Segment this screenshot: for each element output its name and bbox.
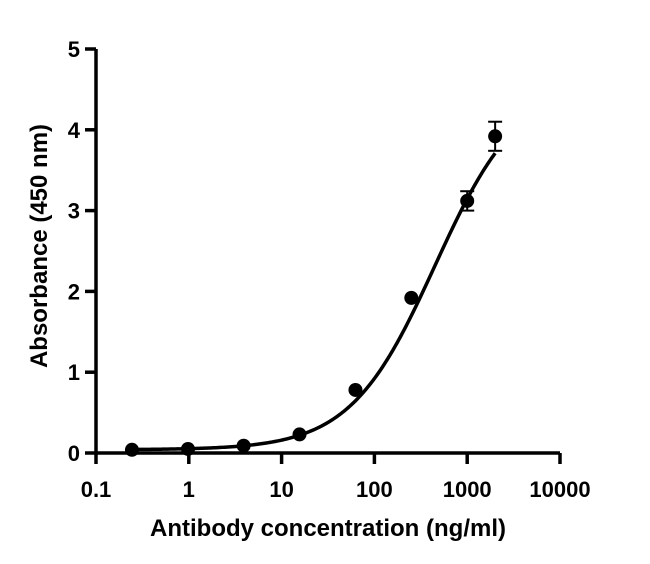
data-point: [292, 427, 307, 442]
y-tick-label: 1: [68, 360, 80, 385]
x-tick-label: 1: [183, 477, 195, 502]
y-tick-label: 4: [68, 118, 81, 143]
y-tick-label: 0: [68, 441, 80, 466]
x-tick-label: 10: [269, 477, 293, 502]
data-point: [460, 193, 475, 208]
x-tick-label: 0.1: [81, 477, 112, 502]
data-point: [236, 438, 251, 453]
y-tick-label: 5: [68, 37, 80, 62]
fit-curve-layer: [131, 152, 497, 452]
ticks: 0 1 2 3 4 5 0.1 1 10 100 1000 10000: [68, 37, 591, 502]
data-points-layer: [124, 129, 503, 457]
data-point: [348, 382, 363, 397]
y-tick-label: 3: [68, 199, 80, 224]
data-point: [404, 290, 419, 305]
x-tick-label: 10000: [529, 477, 590, 502]
x-tick-label: 100: [356, 477, 393, 502]
data-point: [180, 441, 195, 456]
y-axis-title: Absorbance (450 nm): [26, 124, 53, 368]
fit-curve: [131, 152, 497, 452]
x-tick-label: 1000: [443, 477, 492, 502]
x-axis-title: Antibody concentration (ng/ml): [150, 515, 506, 542]
y-tick-label: 2: [68, 279, 80, 304]
axes: [94, 49, 560, 455]
data-point: [488, 129, 503, 144]
data-point: [124, 442, 139, 457]
